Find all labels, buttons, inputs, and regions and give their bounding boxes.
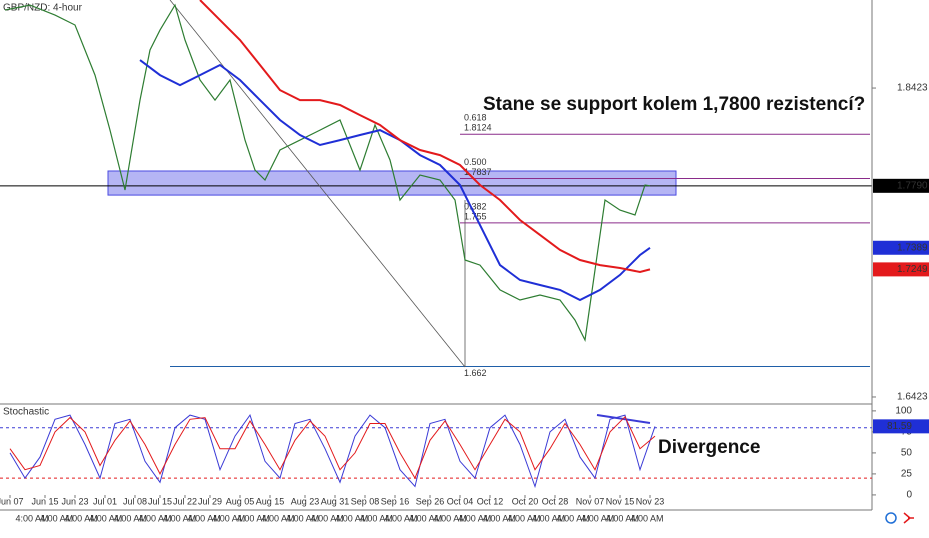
time-label: 4:00 AM [606, 513, 639, 523]
annotation: Stane se support kolem 1,7800 rezistencí… [483, 94, 865, 115]
time-label: 4:00 AM [15, 513, 48, 523]
time-label: 4:00 AM [384, 513, 417, 523]
price-line [4, 3, 651, 342]
time-label: 4:00 AM [360, 513, 393, 523]
x-tick-label: Jul 29 [198, 496, 222, 506]
arrow-icon[interactable] [903, 512, 914, 524]
time-label: 4:00 AM [311, 513, 344, 523]
x-tick-label: Jun 23 [61, 496, 88, 506]
time-label: 4:00 AM [483, 513, 516, 523]
time-label: 4:00 AM [188, 513, 221, 523]
time-label: 4:00 AM [434, 513, 467, 523]
x-tick-label: Sep 08 [351, 496, 380, 506]
time-label: 4:00 AM [65, 513, 98, 523]
time-label: 4:00 AM [458, 513, 491, 523]
trend-line [169, 0, 466, 368]
x-tick-label: Jun 15 [31, 496, 58, 506]
x-tick-label: Sep 26 [416, 496, 445, 506]
toolbar-icons[interactable] [885, 512, 914, 524]
time-label: 4:00 AM [40, 513, 73, 523]
x-tick-label: Sep 16 [381, 496, 410, 506]
time-label: 4:00 AM [163, 513, 196, 523]
moving-average [199, 0, 651, 274]
support-zone [107, 170, 677, 196]
time-label: 4:00 AM [335, 513, 368, 523]
time-label: 4:00 AM [286, 513, 319, 523]
x-tick-label: Nov 07 [576, 496, 605, 506]
annotation: Divergence [658, 437, 760, 458]
fib-ratio: 0.618 [464, 113, 487, 123]
chart-title: GBP/NZD: 4-hour [3, 3, 83, 14]
x-tick-label: Nov 15 [606, 496, 635, 506]
x-tick-label: Aug 05 [226, 496, 255, 506]
x-tick-label: Nov 23 [636, 496, 665, 506]
time-label: 4:00 AM [261, 513, 294, 523]
stoch-line [9, 415, 656, 480]
x-tick-label: Jul 01 [93, 496, 117, 506]
stoch-line [9, 414, 656, 489]
stoch-tick-label: 0 [906, 490, 912, 501]
x-tick-label: Aug 31 [321, 496, 350, 506]
x-tick-label: Jul 15 [148, 496, 172, 506]
price-tag [873, 240, 929, 255]
time-label: 4:00 AM [630, 513, 663, 523]
time-label: 4:00 AM [409, 513, 442, 523]
y-tick-label: 1.8423 [897, 83, 928, 94]
fib-ratio: 0.382 [464, 201, 487, 211]
time-label: 4:00 AM [114, 513, 147, 523]
stoch-tag-label: 81.59 [887, 421, 912, 432]
price-tag-label: 1.7389 [897, 242, 928, 253]
x-tick-label: Oct 12 [477, 496, 504, 506]
price-tag-label: 1.7249 [897, 264, 928, 275]
y-tick-label: 1.6423 [897, 392, 928, 403]
x-tick-label: Jun 07 [0, 496, 24, 506]
link-icon[interactable] [885, 512, 897, 524]
fib-ratio: 0.500 [464, 157, 487, 167]
x-tick-label: Oct 04 [447, 496, 474, 506]
time-label: 4:00 AM [507, 513, 540, 523]
stoch-tick-label: 100 [895, 406, 912, 417]
stoch-tick-label: 50 [901, 448, 913, 459]
x-tick-label: Aug 15 [256, 496, 285, 506]
time-label: 4:00 AM [237, 513, 270, 523]
x-tick-label: Aug 23 [291, 496, 320, 506]
stoch-title-bg [0, 405, 44, 419]
stoch-title: Stochastic [3, 407, 49, 418]
stoch-tick-label: 25 [901, 469, 913, 480]
x-tick-label: Oct 28 [542, 496, 569, 506]
price-tag [873, 262, 929, 277]
price-tag-label: 1.7790 [897, 180, 928, 191]
x-tick-label: Oct 20 [512, 496, 539, 506]
time-label: 4:00 AM [212, 513, 245, 523]
stoch-tag [873, 419, 929, 434]
x-tick-label: Jul 22 [173, 496, 197, 506]
time-label: 4:00 AM [532, 513, 565, 523]
time-label: 4:00 AM [89, 513, 122, 523]
time-label: 4:00 AM [557, 513, 590, 523]
fib-price: 1.8124 [464, 123, 492, 133]
x-tick-label: Jul 08 [123, 496, 147, 506]
price-tag [873, 178, 929, 193]
time-label: 4:00 AM [138, 513, 171, 523]
fib-price: 1.7837 [464, 167, 492, 177]
fib-price: 1.662 [464, 368, 487, 378]
time-label: 4:00 AM [581, 513, 614, 523]
